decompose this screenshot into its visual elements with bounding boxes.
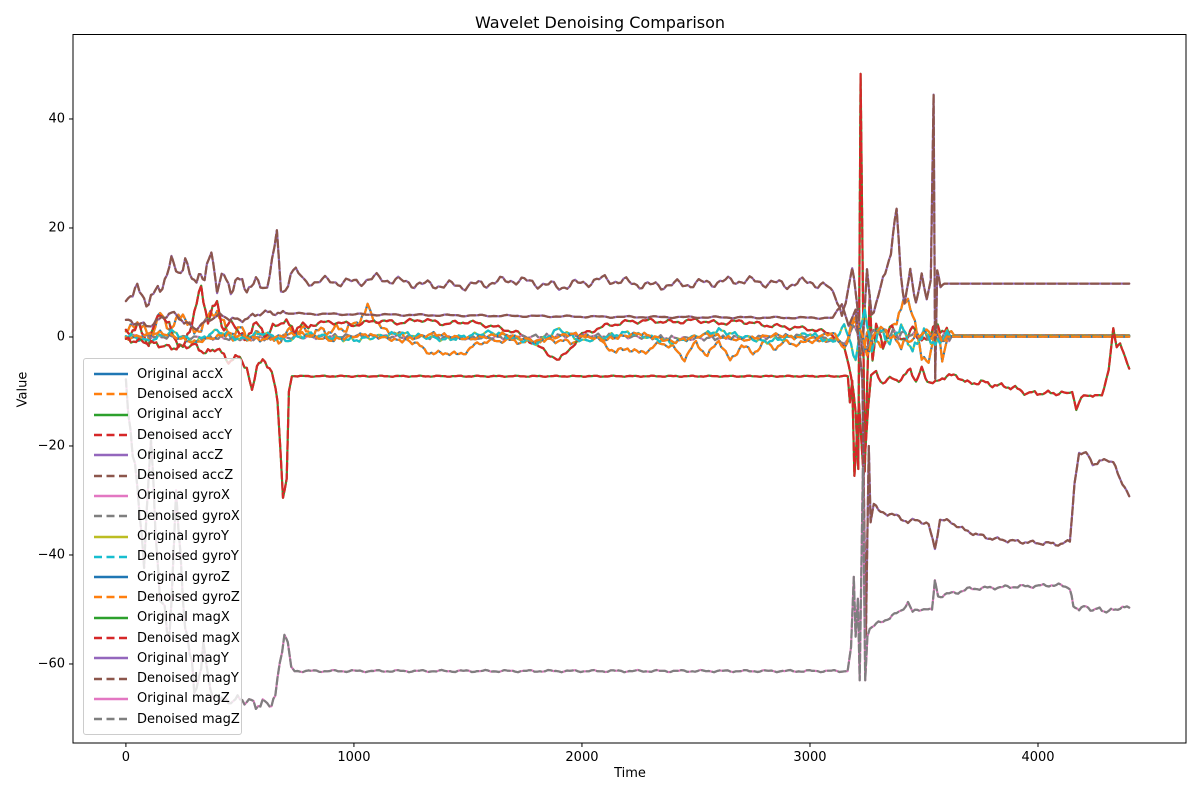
legend-item-denoised-magX: Denoised magX bbox=[84, 628, 241, 648]
series-denoised-magX bbox=[124, 327, 1131, 499]
legend-label: Denoised magX bbox=[137, 630, 240, 646]
dashed-line-sample-icon bbox=[94, 596, 128, 599]
solid-line-sample-icon bbox=[94, 413, 128, 417]
legend: Original accX Denoised accX Original accY D… bbox=[83, 358, 242, 736]
y-tick-label: −40 bbox=[37, 547, 65, 563]
y-tick-label: −20 bbox=[37, 438, 65, 454]
series-denoised-accY bbox=[124, 72, 1131, 473]
legend-item-denoised-magZ: Denoised magZ bbox=[84, 709, 241, 729]
legend-item-original-magX: Original magX bbox=[84, 608, 241, 628]
legend-item-denoised-magY: Denoised magY bbox=[84, 668, 241, 688]
x-tick-label: 1000 bbox=[337, 750, 371, 765]
legend-item-original-magY: Original magY bbox=[84, 648, 241, 668]
series-original-magX bbox=[124, 327, 1131, 499]
x-tick-label: 0 bbox=[121, 750, 131, 765]
series-denoised-gyroZ bbox=[124, 315, 1131, 357]
legend-item-original-accZ: Original accZ bbox=[84, 445, 241, 465]
solid-line-sample-icon bbox=[94, 616, 128, 620]
series-denoised-magY bbox=[124, 303, 1131, 638]
legend-label: Denoised gyroY bbox=[137, 549, 239, 565]
solid-line-sample-icon bbox=[94, 656, 128, 660]
legend-item-original-gyroZ: Original gyroZ bbox=[84, 567, 241, 587]
legend-label: Denoised gyroZ bbox=[137, 589, 240, 605]
chart-title: Wavelet Denoising Comparison bbox=[474, 13, 726, 32]
y-tick-label: 40 bbox=[48, 111, 65, 127]
dashed-line-sample-icon bbox=[94, 393, 128, 396]
y-tick-label: 0 bbox=[56, 329, 65, 345]
legend-item-original-gyroX: Original gyroX bbox=[84, 486, 241, 506]
series-original-magZ bbox=[124, 378, 1131, 710]
legend-label: Denoised accX bbox=[137, 386, 234, 402]
series-original-magY bbox=[124, 303, 1131, 638]
y-tick-label: −60 bbox=[37, 656, 65, 672]
legend-item-denoised-gyroY: Denoised gyroY bbox=[84, 547, 241, 567]
legend-label: Original gyroZ bbox=[137, 569, 230, 585]
legend-label: Original accX bbox=[137, 366, 224, 382]
legend-label: Original accY bbox=[137, 407, 223, 423]
x-tick-label: 4000 bbox=[1021, 750, 1055, 765]
y-axis-label: Value bbox=[15, 371, 31, 408]
legend-item-denoised-accX: Denoised accX bbox=[84, 384, 241, 404]
legend-item-original-magZ: Original magZ bbox=[84, 689, 241, 709]
dashed-line-sample-icon bbox=[94, 636, 128, 640]
legend-label: Denoised magY bbox=[137, 671, 239, 687]
legend-label: Denoised gyroX bbox=[137, 508, 240, 524]
solid-line-sample-icon bbox=[94, 454, 128, 457]
dashed-line-sample-icon bbox=[94, 474, 128, 477]
legend-item-original-accY: Original accY bbox=[84, 405, 241, 425]
series-denoised-accX bbox=[124, 297, 1131, 364]
series-original-accY bbox=[124, 72, 1131, 473]
x-tick-label: 3000 bbox=[793, 750, 827, 765]
legend-label: Original accZ bbox=[137, 447, 224, 463]
dashed-line-sample-icon bbox=[94, 717, 128, 721]
legend-item-denoised-accZ: Denoised accZ bbox=[84, 465, 241, 485]
dashed-line-sample-icon bbox=[94, 514, 128, 518]
legend-label: Original magZ bbox=[137, 691, 230, 707]
legend-label: Original magY bbox=[137, 650, 229, 666]
legend-item-denoised-gyroZ: Denoised gyroZ bbox=[84, 587, 241, 607]
legend-item-denoised-gyroX: Denoised gyroX bbox=[84, 506, 241, 526]
legend-label: Denoised accY bbox=[137, 427, 233, 443]
solid-line-sample-icon bbox=[94, 372, 128, 376]
legend-label: Denoised magZ bbox=[137, 711, 240, 727]
series-denoised-accZ bbox=[124, 93, 1131, 380]
legend-label: Original magX bbox=[137, 610, 230, 626]
dashed-line-sample-icon bbox=[94, 555, 128, 559]
solid-line-sample-icon bbox=[94, 697, 128, 701]
legend-label: Denoised accZ bbox=[137, 468, 234, 484]
series-denoised-magZ bbox=[124, 378, 1131, 710]
legend-label: Original gyroY bbox=[137, 529, 229, 545]
x-axis-label: Time bbox=[614, 766, 646, 781]
dashed-line-sample-icon bbox=[94, 433, 128, 437]
dashed-line-sample-icon bbox=[94, 677, 128, 680]
x-tick-label: 2000 bbox=[565, 750, 599, 765]
solid-line-sample-icon bbox=[94, 535, 128, 538]
legend-item-denoised-accY: Denoised accY bbox=[84, 425, 241, 445]
legend-item-original-accX: Original accX bbox=[84, 364, 241, 384]
legend-label: Original gyroX bbox=[137, 488, 230, 504]
legend-item-original-gyroY: Original gyroY bbox=[84, 526, 241, 546]
solid-line-sample-icon bbox=[94, 494, 128, 498]
solid-line-sample-icon bbox=[94, 575, 128, 579]
plot-frame bbox=[72, 34, 1187, 744]
y-tick-label: 20 bbox=[48, 220, 65, 236]
